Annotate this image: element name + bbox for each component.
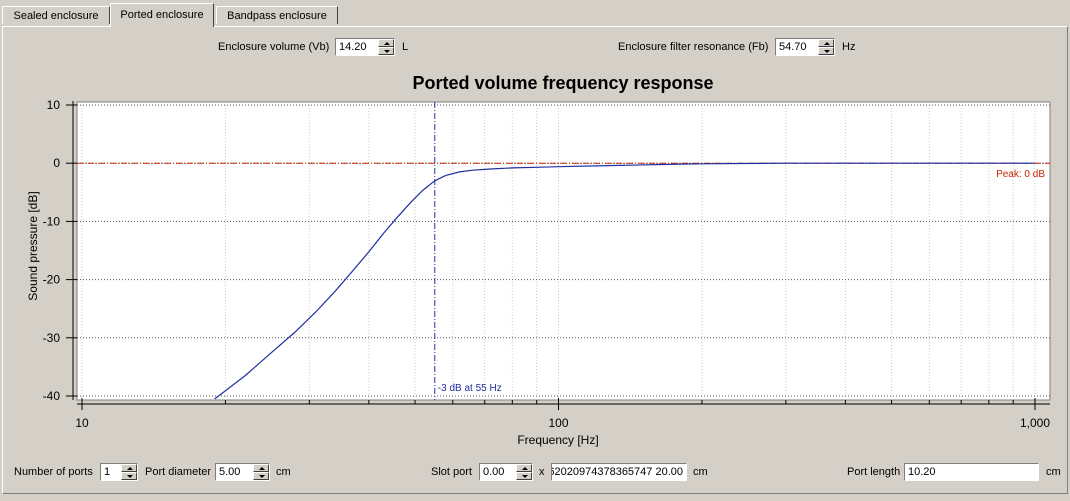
- y-tick-label: -30: [43, 331, 61, 345]
- response-curve: [214, 162, 1035, 400]
- slot-port-unit: cm: [693, 466, 708, 478]
- tab-ported-enclosure[interactable]: Ported enclosure: [110, 3, 214, 27]
- port-diameter-spinner[interactable]: 5.00: [215, 463, 270, 481]
- enclosure-volume-label: Enclosure volume (Vb): [218, 41, 330, 53]
- filter-resonance-unit: Hz: [842, 41, 856, 53]
- ported-enclosure-panel: [2, 26, 1068, 494]
- slot-port-width-field[interactable]: 62020974378365747 20.00: [551, 463, 687, 481]
- number-of-ports-spinner[interactable]: 1: [100, 463, 138, 481]
- y-axis-label: Sound pressure [dB]: [26, 191, 40, 300]
- x-tick-label: 10: [75, 416, 89, 430]
- port-length-field[interactable]: 10.20: [904, 463, 1039, 481]
- y-tick-label: -40: [43, 389, 61, 403]
- minus3db-label: -3 dB at 55 Hz: [438, 383, 502, 394]
- y-tick-label: 0: [53, 156, 60, 170]
- filter-resonance-spinner[interactable]: 54.70: [775, 38, 835, 56]
- x-axis-label: Frequency [Hz]: [517, 433, 598, 447]
- peak-label: Peak: 0 dB: [996, 169, 1045, 180]
- spinner-down-icon[interactable]: [121, 472, 137, 480]
- tab-bandpass-enclosure[interactable]: Bandpass enclosure: [216, 6, 338, 24]
- x-tick-label: 100: [548, 416, 568, 430]
- tab-sealed-enclosure[interactable]: Sealed enclosure: [2, 6, 110, 24]
- chart-title: Ported volume frequency response: [412, 73, 713, 93]
- plot-area: [76, 101, 1051, 401]
- enclosure-volume-spinner[interactable]: 14.20: [335, 38, 395, 56]
- slot-port-label: Slot port: [431, 466, 472, 478]
- spinner-up-icon[interactable]: [378, 39, 394, 47]
- spinner-up-icon[interactable]: [121, 464, 137, 472]
- chart-annotations: Peak: 0 dB -3 dB at 55 Hz: [77, 102, 1050, 400]
- y-tick-label: -10: [43, 214, 61, 228]
- number-of-ports-label: Number of ports: [14, 466, 93, 478]
- spinner-up-icon[interactable]: [253, 464, 269, 472]
- slot-port-height-spinner[interactable]: 0.00: [479, 463, 533, 481]
- y-tick-label: -20: [43, 273, 61, 287]
- port-length-value: 10.20: [908, 466, 936, 478]
- port-length-label: Port length: [847, 466, 901, 478]
- port-diameter-label: Port diameter: [145, 466, 212, 478]
- spinner-down-icon[interactable]: [253, 472, 269, 480]
- enclosure-volume-unit: L: [402, 41, 409, 53]
- number-of-ports-value: 1: [104, 466, 111, 478]
- slot-port-width-value: 62020974378365747 20.00: [551, 466, 683, 478]
- chart-series: [214, 162, 1035, 400]
- slot-port-times-label: x: [539, 466, 545, 478]
- x-tick-label: 1,000: [1020, 416, 1050, 430]
- port-diameter-value: 5.00: [219, 466, 241, 478]
- spinner-down-icon[interactable]: [516, 472, 532, 480]
- spinner-up-icon[interactable]: [516, 464, 532, 472]
- spinner-down-icon[interactable]: [818, 47, 834, 55]
- tab-bar: Sealed enclosure Ported enclosure Bandpa…: [0, 0, 1070, 27]
- port-diameter-unit: cm: [276, 466, 291, 478]
- filter-resonance-value: 54.70: [779, 41, 807, 53]
- spinner-down-icon[interactable]: [378, 47, 394, 55]
- port-length-unit: cm: [1046, 466, 1061, 478]
- filter-resonance-label: Enclosure filter resonance (Fb): [618, 41, 769, 53]
- spinner-up-icon[interactable]: [818, 39, 834, 47]
- enclosure-volume-value: 14.20: [339, 41, 367, 53]
- y-tick-label: 10: [47, 98, 61, 112]
- slot-port-height-value: 0.00: [483, 466, 505, 478]
